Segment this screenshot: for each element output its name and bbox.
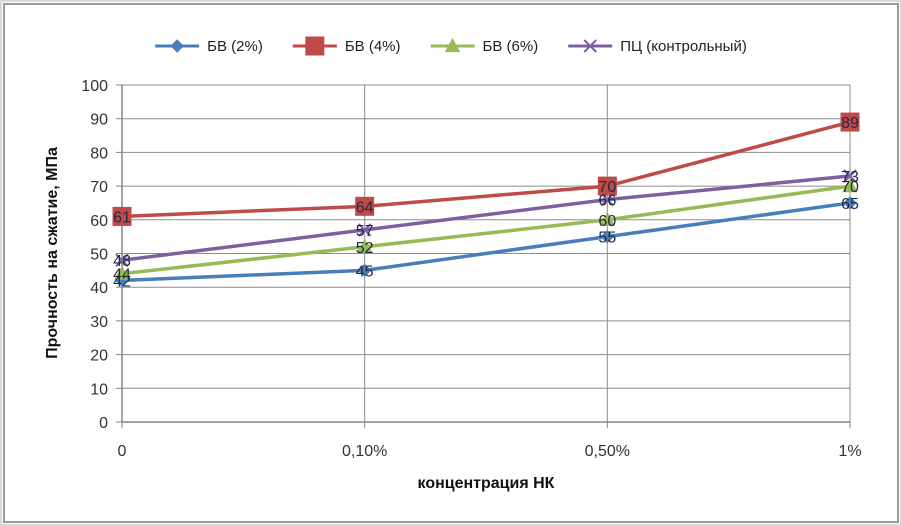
data-labels: 42 45 55 65 61 64 70 89 44 52 60 70 48 57 66 73 [113, 115, 859, 290]
data-point [843, 169, 857, 183]
y-tick-label: 10 [90, 381, 108, 398]
series-lines [120, 120, 852, 283]
data-label: 45 [356, 263, 374, 280]
x-axis-title: концентрация НК [418, 475, 555, 492]
legend-item: БВ (2%) [155, 38, 263, 55]
data-label: 44 [113, 267, 131, 284]
series-markers [112, 112, 860, 288]
x-tick-label: 1% [838, 443, 861, 460]
legend-label: БВ (6%) [483, 38, 539, 55]
data-point [840, 112, 860, 132]
data-label: 65 [841, 196, 859, 213]
data-point [356, 238, 373, 253]
y-tick-label: 30 [90, 314, 108, 331]
y-tick-label: 40 [90, 280, 108, 297]
y-tick-labels: 0 10 20 30 40 50 60 70 80 90 100 [81, 78, 108, 432]
y-tick-label: 20 [90, 348, 108, 365]
series-line [120, 184, 852, 276]
legend-marker [170, 39, 184, 53]
x-tick-label: 0,50% [585, 443, 630, 460]
data-label: 70 [841, 179, 859, 196]
data-point [599, 211, 616, 226]
data-point [357, 263, 372, 278]
y-tick-label: 60 [90, 213, 108, 230]
legend-marker [305, 36, 325, 56]
legend-item: БВ (4%) [292, 36, 401, 56]
data-point [843, 196, 857, 210]
legend-marker [583, 39, 597, 53]
data-point [357, 223, 372, 237]
data-point [600, 229, 615, 244]
data-label: 70 [598, 179, 616, 196]
data-point [112, 206, 132, 226]
series-line [120, 120, 852, 219]
data-point [114, 265, 130, 280]
data-point [597, 176, 617, 196]
legend-item: ПЦ (контрольный) [568, 38, 747, 55]
data-point [355, 196, 375, 216]
data-label: 89 [841, 115, 859, 132]
legend: БВ (2%) БВ (4%) БВ (6%) ПЦ (контрольный) [155, 36, 747, 56]
series-line [120, 201, 852, 283]
y-tick-label: 50 [90, 247, 108, 264]
data-point [115, 253, 129, 267]
y-tick-label: 0 [99, 415, 108, 432]
x-tick-label: 0,10% [342, 443, 387, 460]
y-tick-label: 70 [90, 179, 108, 196]
x-tick-labels: 0 0,10% 0,50% 1% [118, 443, 862, 460]
legend-label: БВ (4%) [345, 38, 401, 55]
legend-label: БВ (2%) [207, 38, 263, 55]
legend-item: БВ (6%) [430, 37, 539, 55]
y-tick-label: 80 [90, 145, 108, 162]
series-line [120, 174, 852, 262]
data-label: 61 [113, 209, 131, 226]
data-label: 73 [841, 169, 859, 186]
data-label: 48 [113, 253, 131, 270]
axes [121, 85, 850, 423]
y-axis-title: Прочность на сжатие, МПа [44, 147, 61, 359]
data-label: 52 [356, 240, 374, 257]
y-tick-label: 90 [90, 112, 108, 129]
y-tick-label: 100 [81, 78, 108, 95]
legend-marker [444, 37, 461, 53]
data-point [600, 192, 615, 207]
data-label: 60 [598, 213, 616, 230]
data-label: 64 [356, 199, 374, 216]
data-point [842, 178, 858, 193]
x-tick-label: 0 [118, 443, 127, 460]
data-label: 66 [598, 193, 616, 210]
data-label: 57 [356, 223, 374, 240]
gridlines [116, 84, 851, 428]
data-label: 42 [113, 273, 131, 290]
legend-label: ПЦ (контрольный) [620, 38, 747, 55]
data-label: 55 [598, 230, 616, 247]
